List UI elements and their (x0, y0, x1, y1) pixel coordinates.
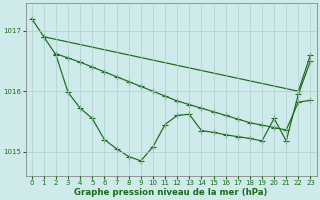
X-axis label: Graphe pression niveau de la mer (hPa): Graphe pression niveau de la mer (hPa) (74, 188, 268, 197)
